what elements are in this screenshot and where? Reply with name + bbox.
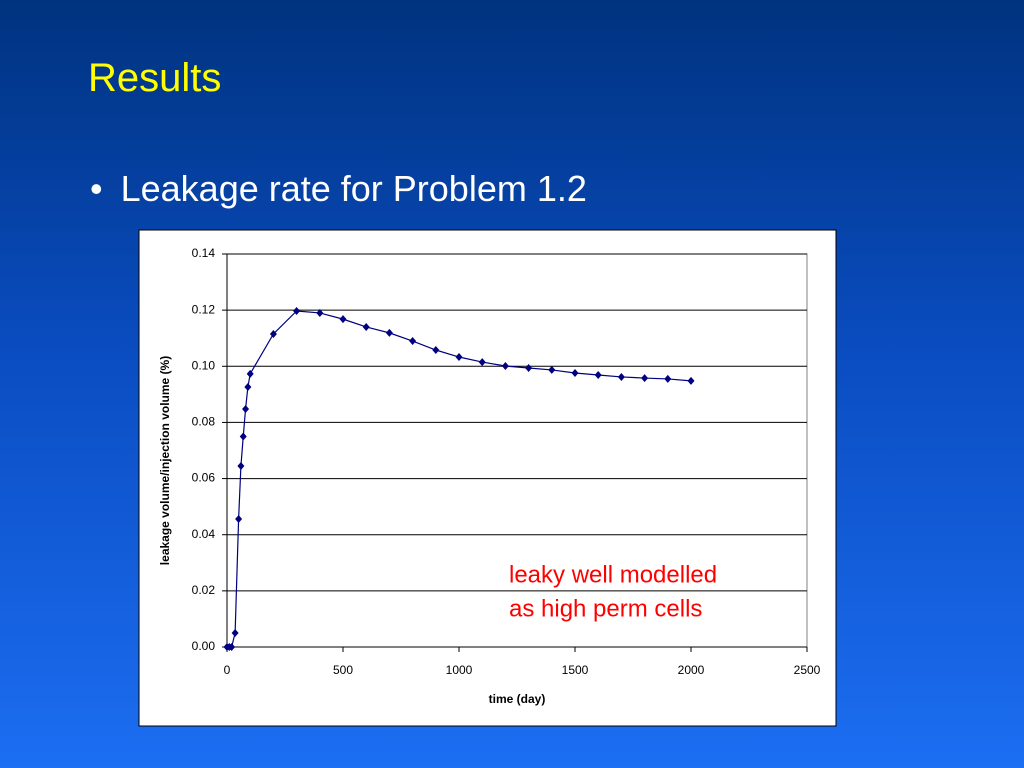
x-tick-label: 2000 <box>678 663 705 677</box>
marker <box>316 308 324 317</box>
y-tick-label: 0.14 <box>192 246 216 260</box>
y-axis-label: leakage volume/injection volume (%) <box>158 356 172 565</box>
marker <box>571 369 579 378</box>
marker <box>246 369 254 378</box>
marker <box>617 372 625 381</box>
marker <box>231 628 239 637</box>
marker <box>687 376 695 385</box>
x-tick-label: 500 <box>333 663 353 677</box>
y-tick-label: 0.08 <box>192 415 216 429</box>
marker <box>409 337 417 346</box>
y-tick-label: 0.10 <box>192 358 216 372</box>
x-tick-label: 2500 <box>794 663 821 677</box>
marker <box>228 643 236 651</box>
marker <box>594 370 602 379</box>
marker <box>641 374 649 383</box>
y-tick-label: 0.04 <box>192 527 216 541</box>
marker <box>362 322 370 331</box>
marker <box>339 315 347 324</box>
marker <box>525 363 533 372</box>
marker <box>293 306 301 315</box>
marker <box>244 383 252 392</box>
y-tick-label: 0.06 <box>192 471 216 485</box>
annotation: as high perm cells <box>509 595 702 622</box>
x-tick-label: 0 <box>224 663 231 677</box>
marker <box>235 514 243 523</box>
marker <box>432 346 440 355</box>
marker <box>385 328 393 337</box>
marker <box>269 330 277 339</box>
marker <box>501 362 509 371</box>
plot-area <box>226 253 808 648</box>
y-tick-label: 0.00 <box>192 639 216 653</box>
x-axis-label: time (day) <box>489 692 546 706</box>
marker <box>455 353 463 362</box>
x-tick-label: 1000 <box>446 663 473 677</box>
bullet: • Leakage rate for Problem 1.2 <box>90 168 587 209</box>
marker <box>478 358 486 367</box>
marker <box>548 365 556 374</box>
marker <box>239 432 247 441</box>
marker <box>242 404 250 413</box>
annotation: leaky well modelled <box>509 561 717 588</box>
x-tick-label: 1500 <box>562 663 589 677</box>
marker <box>237 461 245 470</box>
y-tick-label: 0.02 <box>192 583 216 597</box>
y-tick-label: 0.12 <box>192 302 216 316</box>
bullet-text: Leakage rate for Problem 1.2 <box>120 168 587 209</box>
marker <box>664 374 672 383</box>
slide-title: Results <box>88 56 222 100</box>
